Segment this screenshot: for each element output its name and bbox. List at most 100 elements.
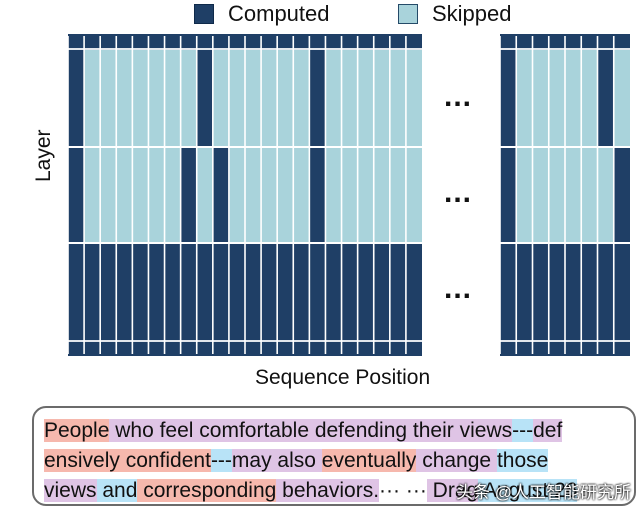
cell-band3-col28 — [581, 244, 598, 340]
cell-band3-col6 — [148, 244, 165, 340]
cell-band3-col15 — [293, 244, 310, 340]
cell-band3-col3 — [100, 244, 117, 340]
cell-band1-col7 — [164, 50, 181, 146]
cell-band1-col11 — [228, 50, 245, 146]
cell-band3-col7 — [164, 244, 181, 340]
skipped-swatch-icon — [398, 4, 418, 24]
cell-band2-col17 — [325, 148, 342, 242]
cell-band3-col18 — [341, 244, 358, 340]
cell-band3-col29 — [597, 244, 614, 340]
cell-band1-col17 — [325, 50, 342, 146]
cell-band1-col16 — [309, 50, 326, 146]
text-segment: corresponding — [137, 479, 277, 502]
cell-band2-col8 — [180, 148, 197, 242]
cell-band3-col20 — [373, 244, 390, 340]
text-segment: may also — [231, 449, 322, 472]
cell-band1-col3 — [100, 50, 117, 146]
cell-band1-col8 — [180, 50, 197, 146]
cell-band1-col19 — [357, 50, 374, 146]
cell-band2-col3 — [100, 148, 117, 242]
cell-band2-col11 — [228, 148, 245, 242]
cell-band2-col2 — [84, 148, 101, 242]
text-segment: August 26 — [478, 479, 578, 502]
text-segment: --- — [210, 449, 232, 472]
cell-band1-col23 — [500, 50, 517, 146]
cell-band2-col24 — [516, 148, 533, 242]
cell-band3-col19 — [357, 244, 374, 340]
text-segment: def — [533, 419, 563, 442]
cell-band3-col27 — [565, 244, 582, 340]
top-computed-strip — [68, 34, 630, 50]
layer-sequence-grid — [67, 34, 630, 356]
cell-band2-col27 — [565, 148, 582, 242]
cell-band1-col30 — [613, 50, 630, 146]
text-segment: ··· ··· — [379, 479, 427, 502]
text-line-2: ensively confident---may also eventually… — [44, 446, 549, 476]
cell-band1-col25 — [532, 50, 549, 146]
cell-band1-col10 — [212, 50, 229, 146]
cell-band2-col19 — [357, 148, 374, 242]
ellipsis-band-1: ... — [444, 80, 473, 113]
cell-band1-col22 — [405, 50, 422, 146]
text-segment: Drag — [426, 479, 479, 502]
text-segment: People — [44, 419, 110, 442]
cell-band1-col27 — [565, 50, 582, 146]
cell-band3-col2 — [84, 244, 101, 340]
text-line-3: views and corresponding behaviors.··· ··… — [44, 476, 578, 504]
cell-band3-col17 — [325, 244, 342, 340]
y-axis-label: Layer — [32, 129, 55, 182]
cell-band2-col12 — [245, 148, 262, 242]
cell-band2-col23 — [500, 148, 517, 242]
cell-band2-col15 — [293, 148, 310, 242]
cell-band3-col8 — [180, 244, 197, 340]
x-axis-label: Sequence Position — [255, 366, 431, 389]
cell-band2-col26 — [548, 148, 565, 242]
cell-band3-col13 — [261, 244, 278, 340]
cell-band1-col20 — [373, 50, 390, 146]
cell-band1-col14 — [277, 50, 294, 146]
legend: Computed Skipped — [0, 0, 640, 28]
cell-band1-col4 — [116, 50, 133, 146]
ellipsis-gap — [422, 34, 500, 356]
cell-band3-col26 — [548, 244, 565, 340]
text-segment: those — [496, 449, 549, 472]
cell-band3-col16 — [309, 244, 326, 340]
cell-band2-col30 — [613, 148, 630, 242]
cell-band1-col15 — [293, 50, 310, 146]
cell-band2-col21 — [389, 148, 406, 242]
cell-band3-col1 — [68, 244, 85, 340]
legend-skipped: Skipped — [398, 1, 512, 27]
text-segment: ensively confident — [44, 449, 211, 472]
text-segment: who feel comfortable defending their vie… — [109, 419, 513, 442]
cell-band3-col23 — [500, 244, 517, 340]
cell-band2-col5 — [132, 148, 149, 242]
legend-skipped-label: Skipped — [432, 1, 512, 26]
cell-band3-col10 — [212, 244, 229, 340]
cell-band2-col14 — [277, 148, 294, 242]
text-segment: behaviors. — [276, 479, 380, 502]
cell-band1-col28 — [581, 50, 598, 146]
cell-band3-col25 — [532, 244, 549, 340]
ellipsis-band-3: ... — [444, 272, 473, 305]
legend-computed: Computed — [194, 1, 330, 27]
cell-band3-col12 — [245, 244, 262, 340]
cell-band2-col10 — [212, 148, 229, 242]
watermark: 头条 @人工智能研究所 — [456, 483, 631, 502]
cell-band1-col1 — [68, 50, 85, 146]
cell-band2-col6 — [148, 148, 165, 242]
bottom-computed-strip — [68, 340, 630, 356]
cell-band2-col20 — [373, 148, 390, 242]
text-segment: eventually — [321, 449, 417, 472]
cell-band3-col4 — [116, 244, 133, 340]
ellipsis-band-2: ... — [444, 176, 473, 209]
cell-band1-col13 — [261, 50, 278, 146]
cell-band1-col12 — [245, 50, 262, 146]
cell-band2-col7 — [164, 148, 181, 242]
cell-band2-col9 — [196, 148, 213, 242]
cell-band3-col11 — [228, 244, 245, 340]
cell-band1-col9 — [196, 50, 213, 146]
cell-band1-col6 — [148, 50, 165, 146]
cell-band2-col29 — [597, 148, 614, 242]
cell-band2-col1 — [68, 148, 85, 242]
cell-band2-col18 — [341, 148, 358, 242]
